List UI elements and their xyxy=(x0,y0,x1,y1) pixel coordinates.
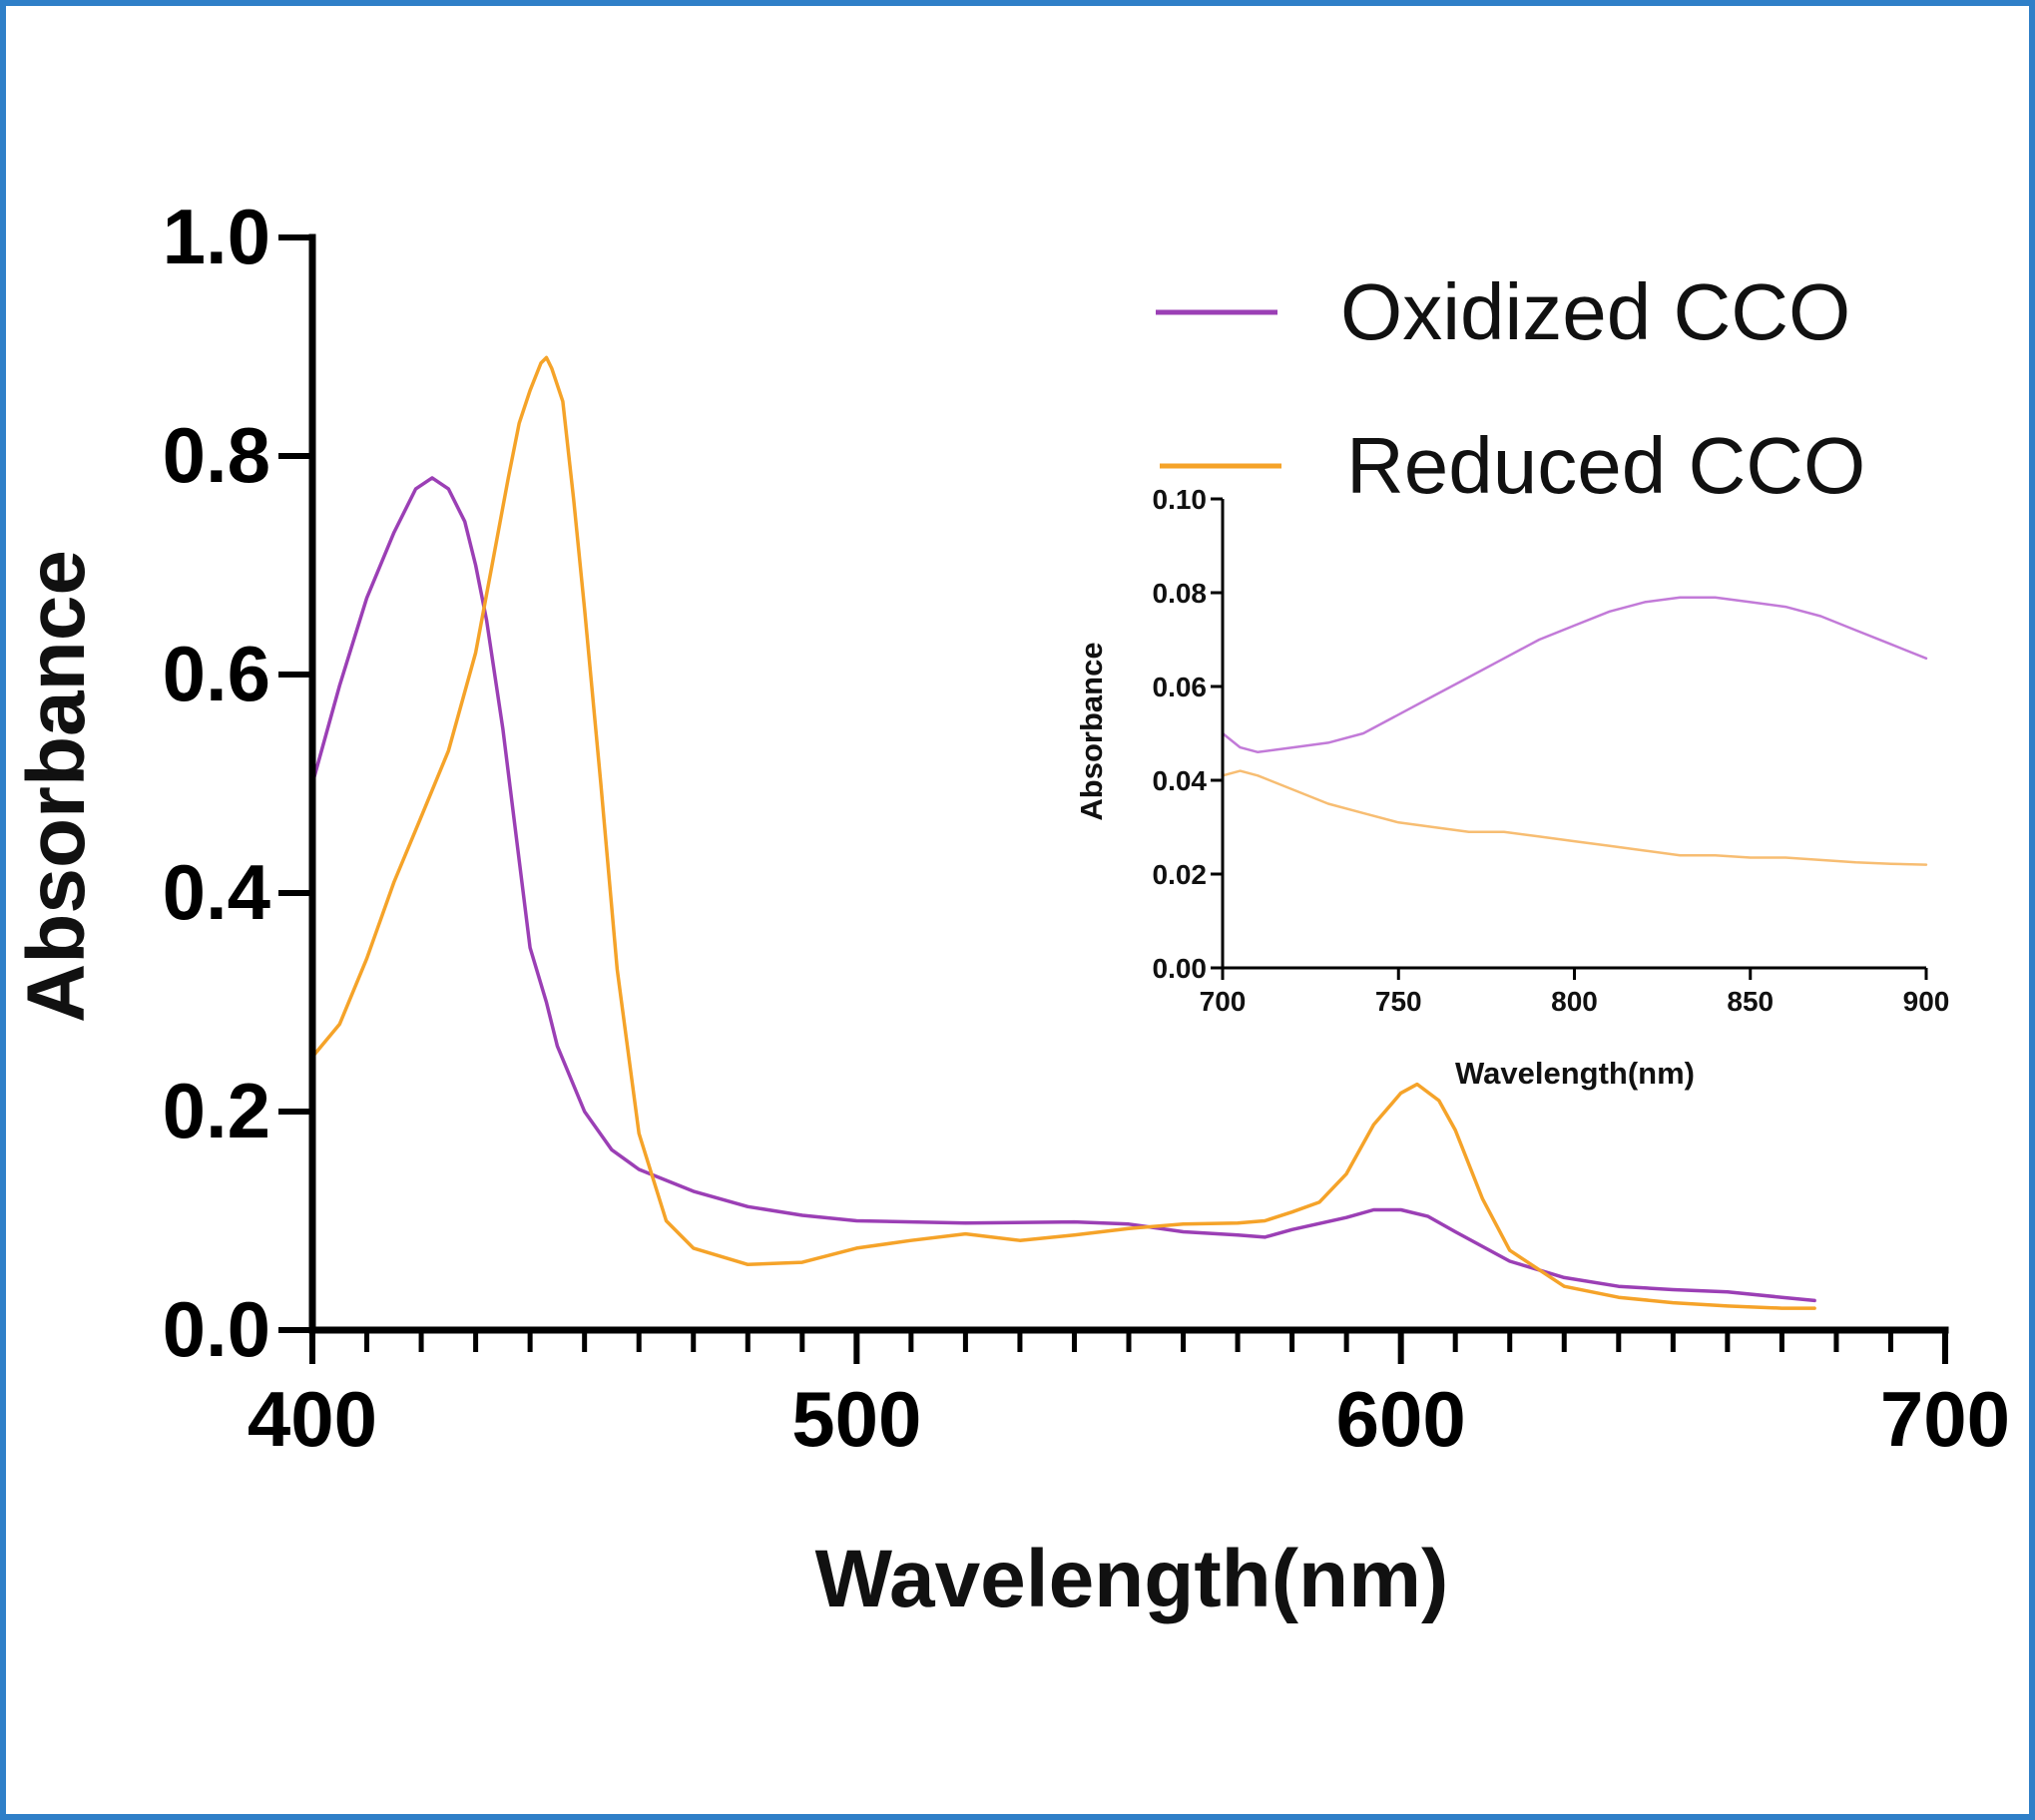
legend-label-reduced: Reduced CCO xyxy=(1346,421,1865,510)
inset-x-tick-label: 750 xyxy=(1375,986,1422,1017)
main-x-tick-label: 400 xyxy=(248,1375,377,1463)
inset-series-1-line xyxy=(1221,596,1928,754)
main-x-tick-label: 600 xyxy=(1336,1375,1466,1463)
main-y-tick-label: 0.0 xyxy=(163,1285,270,1373)
main-y-tick-label: 0.2 xyxy=(163,1067,270,1154)
inset-x-tick-label: 850 xyxy=(1727,986,1774,1017)
main-series-reduced-cco-line xyxy=(310,355,1816,1310)
inset-series-2-line xyxy=(1221,769,1928,866)
main-plot: 0.0 0.2 0.4 0.6 0.8 1.0 400 500 600 700 xyxy=(163,193,2011,1463)
inset-x-tick-label: 900 xyxy=(1903,986,1950,1017)
main-y-tick-label: 1.0 xyxy=(163,193,270,280)
inset-y-tick-label: 0.08 xyxy=(1153,578,1208,609)
inset-y-tick-label: 0.10 xyxy=(1153,484,1208,515)
inset-x-tick-label: 700 xyxy=(1200,986,1247,1017)
inset-y-tick-label: 0.06 xyxy=(1153,672,1208,702)
inset-x-tick-label: 800 xyxy=(1551,986,1598,1017)
main-y-tick-label: 0.4 xyxy=(163,848,270,936)
inset-y-tick-label: 0.04 xyxy=(1153,765,1208,796)
main-y-tick-label: 0.8 xyxy=(163,411,270,499)
inset-y-tick-label: 0.02 xyxy=(1153,859,1208,890)
main-x-tick-label: 700 xyxy=(1880,1375,2010,1463)
inset-y-axis-title: Absorbance xyxy=(1074,642,1109,820)
inset-plot: 0.00 0.02 0.04 0.06 0.08 0.10 700 750 800 850 900 xyxy=(1153,484,1950,1017)
main-x-tick-label: 500 xyxy=(791,1375,921,1463)
legend-label-oxidized: Oxidized CCO xyxy=(1340,267,1850,356)
main-series-oxidized-cco-line xyxy=(310,476,1816,1303)
inset-y-tick-label: 0.00 xyxy=(1153,953,1208,984)
legend: Oxidized CCO Reduced CCO xyxy=(1156,267,1865,510)
inset-x-axis-title: Wavelength(nm) xyxy=(1455,1056,1695,1091)
main-y-axis-title: Absorbance xyxy=(11,550,102,1023)
main-x-axis-title: Wavelength(nm) xyxy=(815,1534,1449,1624)
main-y-tick-label: 0.6 xyxy=(163,630,270,717)
